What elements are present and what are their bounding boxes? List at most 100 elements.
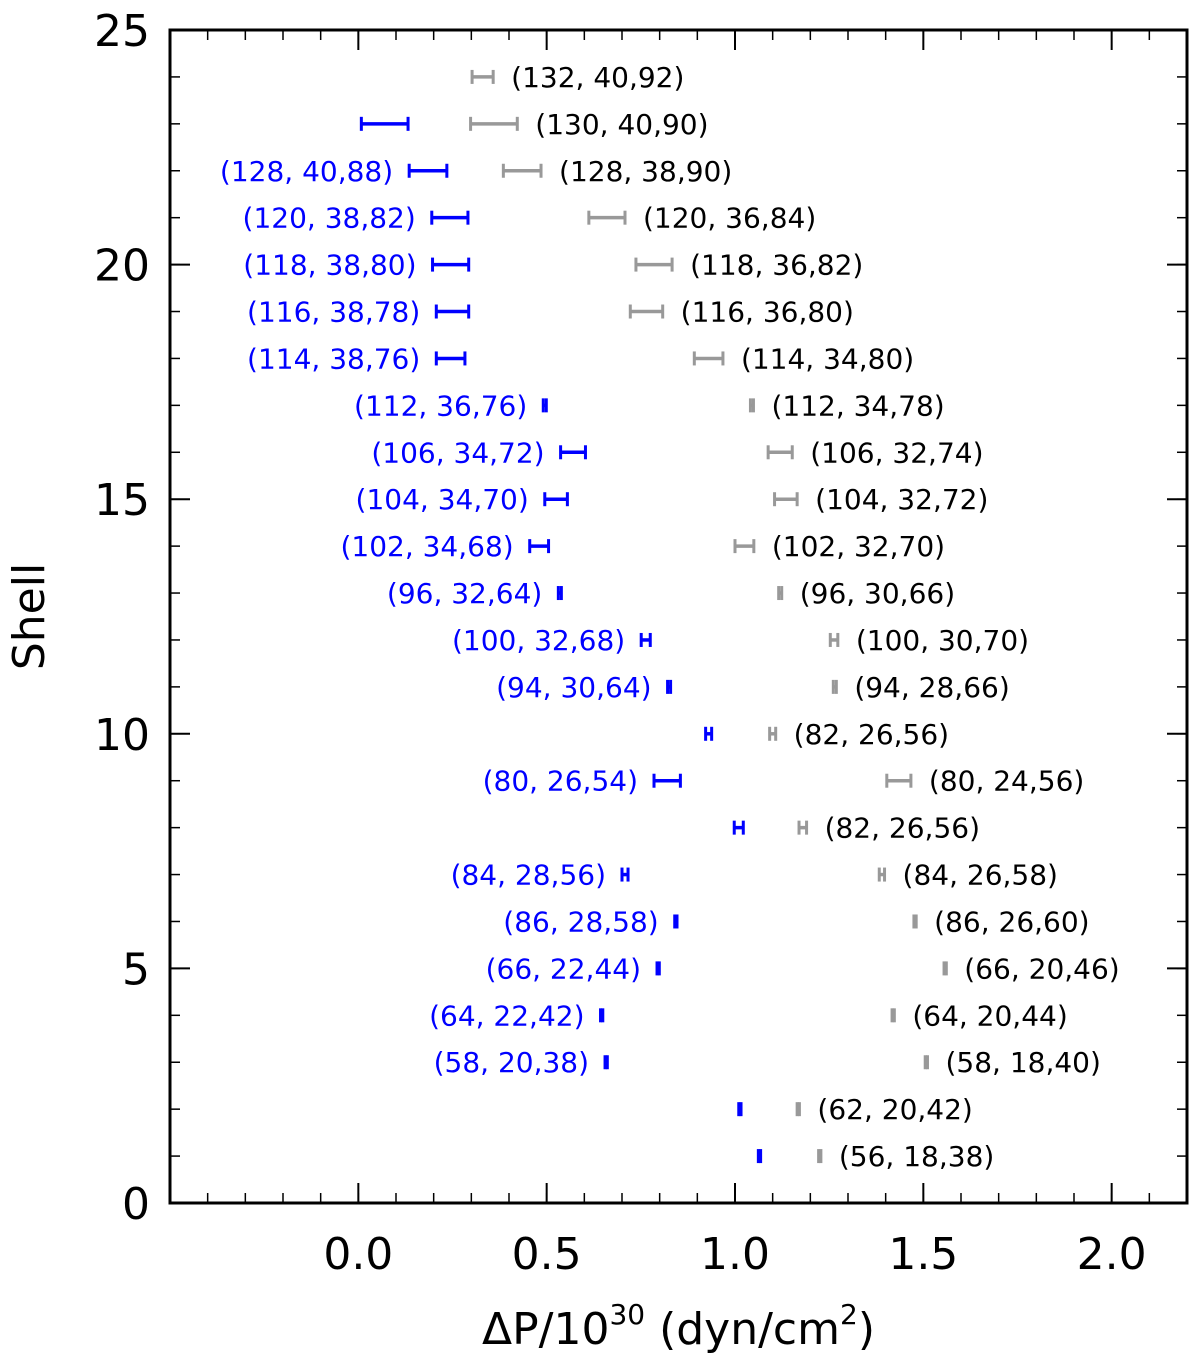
error-bar-point: (102, 32,70) — [733, 530, 945, 563]
error-bar-point: (96, 30,66) — [777, 577, 955, 610]
error-bar-point: (112, 36,76) — [354, 389, 548, 422]
error-bar-point: (128, 38,90) — [501, 155, 732, 188]
point-label: (94, 30,64) — [496, 671, 651, 704]
point-label: (130, 40,90) — [535, 108, 708, 141]
x-axis-title-units-exponent: 2 — [840, 1298, 858, 1331]
x-tick-label: 2.0 — [1077, 1229, 1147, 1280]
point-label: (100, 32,68) — [452, 624, 625, 657]
error-bar-point: (84, 26,58) — [877, 859, 1058, 892]
point-label: (118, 36,82) — [690, 249, 863, 282]
error-bar-point: (104, 32,72) — [773, 483, 988, 516]
error-bar-point: (132, 40,92) — [470, 61, 684, 94]
point-label: (112, 34,78) — [771, 389, 944, 422]
point-label: (84, 26,58) — [903, 859, 1058, 892]
point-label: (86, 28,58) — [503, 905, 658, 938]
error-bar-point: (120, 36,84) — [587, 202, 816, 235]
error-bar-point — [737, 1102, 743, 1117]
error-bar-point — [359, 116, 410, 131]
series-layer: (58, 20,38) (64, 22,42) (66, 22,44) (86, 28… — [220, 61, 1120, 1173]
error-bar-point: (118, 36,82) — [634, 249, 863, 282]
error-bar-point: (130, 40,90) — [469, 108, 709, 141]
series-1: (58, 20,38) (64, 22,42) (66, 22,44) (86, 28… — [220, 116, 763, 1164]
error-bar-point: (100, 30,70) — [828, 624, 1029, 657]
plot-frame — [168, 28, 1189, 1205]
error-bar-point: (114, 38,76) — [247, 342, 467, 375]
point-label: (94, 28,66) — [854, 671, 1009, 704]
series-2: (56, 18,38) (62, 20,42) (58, 18,40) (64, 20… — [469, 61, 1120, 1173]
point-label: (118, 38,80) — [243, 249, 416, 282]
error-bar-point: (100, 32,68) — [452, 624, 652, 657]
error-bar-point: (104, 34,70) — [356, 483, 569, 516]
x-tick-labels: 0.0 0.5 1.0 1.5 2.0 — [323, 1229, 1146, 1280]
point-label: (106, 32,74) — [810, 436, 983, 469]
y-tick-label: 25 — [94, 6, 150, 57]
y-axis-title: Shell — [4, 563, 55, 670]
error-bar-point: (106, 34,72) — [371, 436, 587, 469]
y-tick-label: 0 — [122, 1179, 150, 1230]
error-bar-point: (64, 22,42) — [429, 999, 605, 1032]
x-axis-title-main: ΔP/10 — [482, 1304, 609, 1355]
point-label: (64, 20,44) — [912, 999, 1067, 1032]
error-bar-point: (64, 20,44) — [890, 999, 1068, 1032]
major-ticks — [170, 30, 1187, 1203]
error-bar-point: (86, 28,58) — [503, 905, 679, 938]
error-bar-point: (82, 26,56) — [768, 718, 949, 751]
error-bar-point: (112, 34,78) — [748, 389, 945, 422]
error-bar-point: (102, 34,68) — [340, 530, 551, 563]
point-label: (58, 20,38) — [434, 1046, 589, 1079]
x-tick-label: 0.5 — [512, 1229, 582, 1280]
point-label: (106, 34,72) — [371, 436, 544, 469]
error-bar-point: (58, 20,38) — [434, 1046, 609, 1079]
point-label: (128, 40,88) — [220, 155, 393, 188]
point-label: (112, 36,76) — [354, 389, 527, 422]
y-tick-label: 20 — [94, 241, 150, 292]
x-axis-title-units: (dyn/cm — [645, 1304, 840, 1355]
error-bar-point: (116, 38,78) — [247, 296, 471, 329]
point-label: (132, 40,92) — [511, 61, 684, 94]
x-axis-title-exponent: 30 — [609, 1298, 645, 1331]
point-label: (86, 26,60) — [934, 905, 1089, 938]
error-bar-point — [704, 726, 714, 741]
error-bar-point: (114, 34,80) — [692, 342, 914, 375]
point-label: (100, 30,70) — [856, 624, 1029, 657]
point-label: (102, 32,70) — [772, 530, 945, 563]
point-label: (82, 26,56) — [794, 718, 949, 751]
error-bar-point: (96, 32,64) — [387, 577, 563, 610]
y-tick-label: 5 — [122, 944, 150, 995]
x-tick-label: 0.0 — [323, 1229, 393, 1280]
x-tick-label: 1.0 — [700, 1229, 770, 1280]
error-bar-point: (80, 26,54) — [483, 765, 682, 798]
point-label: (56, 18,38) — [839, 1140, 994, 1173]
error-bar-point — [756, 1149, 763, 1164]
x-axis-title: ΔP/1030 (dyn/cm2) — [482, 1298, 875, 1355]
point-label: (114, 34,80) — [741, 342, 914, 375]
error-bar-point: (94, 30,64) — [496, 671, 673, 704]
point-label: (66, 22,44) — [486, 952, 641, 985]
point-label: (120, 36,84) — [643, 202, 816, 235]
y-tick-label: 15 — [94, 475, 150, 526]
point-label: (58, 18,40) — [945, 1046, 1100, 1079]
point-label: (104, 32,72) — [815, 483, 988, 516]
error-bar-point: (94, 28,66) — [831, 671, 1010, 704]
error-bar-point: (116, 36,80) — [628, 296, 854, 329]
y-tick-labels: 0 5 10 15 20 25 — [94, 6, 150, 1230]
error-bar-point: (66, 22,44) — [486, 952, 661, 985]
error-bar-point: (66, 20,46) — [942, 952, 1120, 985]
error-bar-point: (62, 20,42) — [795, 1093, 973, 1126]
error-bar-point — [732, 820, 745, 835]
point-label: (114, 38,76) — [247, 342, 420, 375]
point-label: (64, 22,42) — [429, 999, 584, 1032]
point-label: (66, 20,46) — [964, 952, 1119, 985]
point-label: (128, 38,90) — [559, 155, 732, 188]
error-bar-point: (106, 32,74) — [766, 436, 984, 469]
error-bar-point: (120, 38,82) — [243, 202, 470, 235]
error-bar-point: (128, 40,88) — [220, 155, 449, 188]
x-tick-label: 1.5 — [888, 1229, 958, 1280]
error-bar-point: (86, 26,60) — [912, 905, 1090, 938]
y-tick-label: 10 — [94, 710, 150, 761]
error-bar-point: (56, 18,38) — [817, 1140, 994, 1173]
point-label: (120, 38,82) — [243, 202, 416, 235]
error-bar-point: (84, 28,56) — [451, 859, 630, 892]
point-label: (102, 34,68) — [340, 530, 513, 563]
